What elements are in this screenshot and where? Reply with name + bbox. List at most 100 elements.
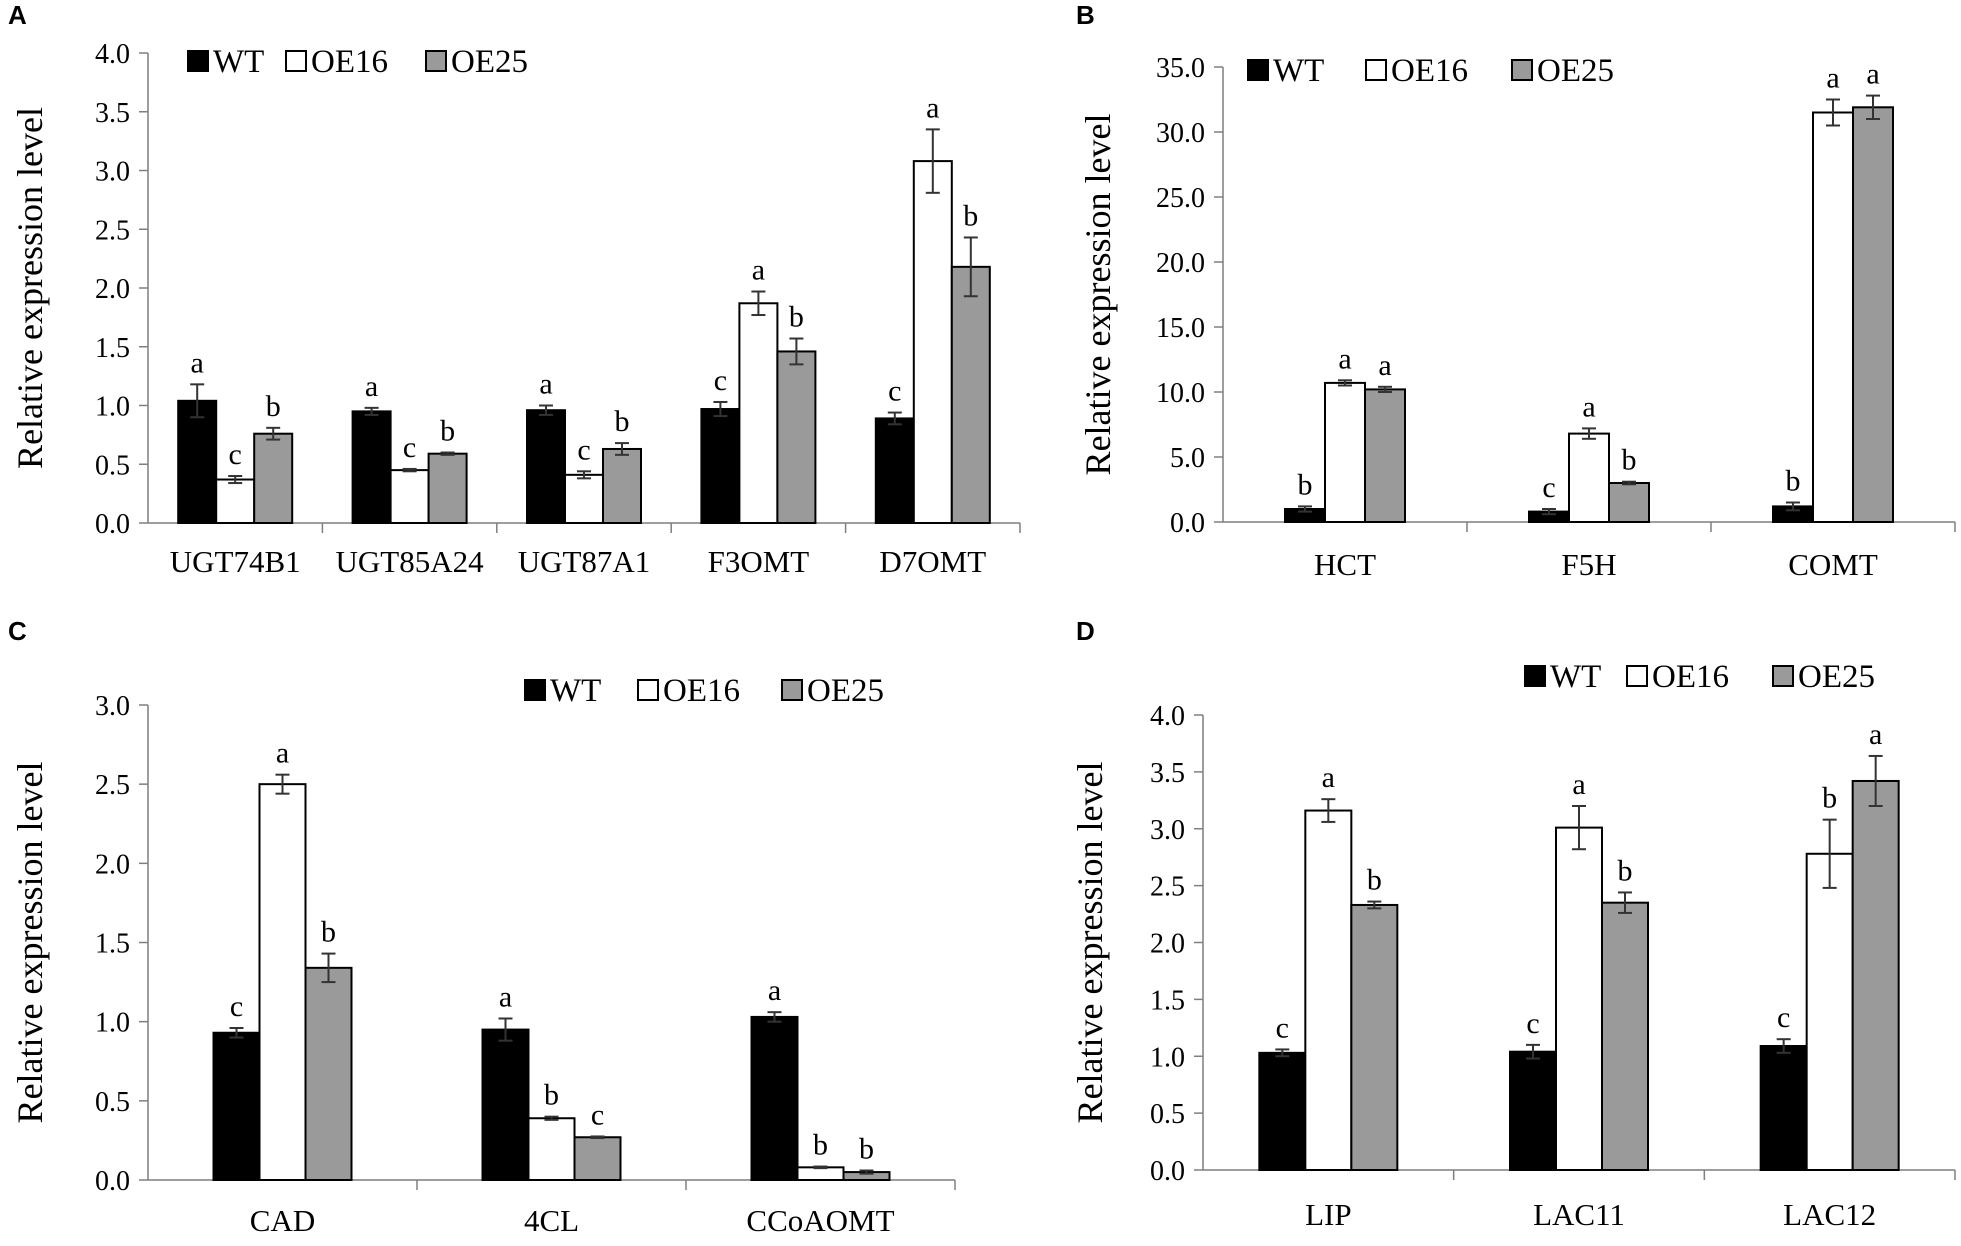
significance-letter: a [499, 981, 512, 1014]
category-label: F5H [1561, 547, 1616, 582]
category-label: F3OMT [708, 544, 810, 579]
y-tick-label: 1.5 [95, 929, 130, 960]
legend-swatch-oe25 [1511, 59, 1533, 81]
bar-oe25 [1601, 901, 1649, 1171]
legend-label: WT [1273, 53, 1324, 89]
significance-letter: a [1826, 62, 1839, 95]
panel-label: B [1076, 0, 1095, 30]
significance-letter: b [440, 415, 455, 448]
significance-letter: b [1786, 465, 1801, 498]
significance-letter: b [813, 1129, 828, 1162]
y-tick-label: 2.0 [1150, 929, 1185, 960]
legend-swatch-wt [524, 679, 546, 701]
category-label: LAC12 [1783, 1197, 1876, 1232]
category-label: CCoAOMT [746, 1203, 894, 1238]
y-axis-title: Relative expression level [10, 107, 50, 469]
category-label: HCT [1314, 547, 1376, 582]
category-label: D7OMT [879, 544, 986, 579]
significance-letter: c [1276, 1011, 1289, 1044]
bar-oe25 [1852, 106, 1894, 524]
y-tick-label: 30.0 [1156, 118, 1205, 149]
significance-letter: c [403, 431, 416, 464]
y-tick-label: 0.5 [1150, 1099, 1185, 1130]
legend-swatch-oe25 [425, 50, 447, 72]
bar-wt [212, 1031, 261, 1181]
significance-letter: c [230, 990, 243, 1023]
significance-letter: b [1622, 444, 1637, 477]
significance-letter: a [926, 91, 939, 124]
bar-oe16 [1812, 111, 1854, 523]
significance-letter: c [229, 438, 242, 471]
y-tick-label: 1.0 [95, 1008, 130, 1039]
y-tick-label: 1.5 [1150, 985, 1185, 1016]
y-tick-label: 5.0 [1170, 443, 1205, 474]
y-tick-label: 0.5 [95, 450, 130, 481]
legend-label: WT [550, 673, 601, 709]
significance-letter: c [714, 364, 727, 397]
bar-wt [481, 1028, 530, 1182]
category-label: 4CL [524, 1203, 579, 1238]
significance-letter: a [1378, 349, 1391, 382]
significance-letter: b [1618, 854, 1633, 887]
y-tick-label: 4.0 [1150, 701, 1185, 732]
y-axis-title: Relative expression level [1070, 762, 1110, 1124]
legend-label: OE25 [807, 673, 884, 709]
y-axis-title: Relative expression level [10, 762, 50, 1124]
legend: WT OE16 OE25 [187, 44, 528, 80]
legend-swatch-wt [187, 50, 209, 72]
panel-D: D 0.0 0.5 1.0 1.5 2.0 2.5 3.0 3.5 4.0 Relative exp… [1070, 616, 1956, 1232]
y-tick-label: 0.5 [95, 1087, 130, 1118]
bar-oe16 [738, 302, 779, 524]
significance-letter: a [1869, 718, 1882, 751]
y-tick-label: 2.5 [95, 770, 130, 801]
panel-C: C 0.0 0.5 1.0 1.5 2.0 2.5 3.0 Relative expressio… [8, 616, 956, 1238]
bar-wt [1258, 1051, 1307, 1172]
y-tick-label: 3.0 [95, 157, 130, 188]
panel-A: A 0.0 0.5 1.0 1.5 2.0 2.5 3.0 3.5 4.0 Relative exp… [8, 0, 1021, 579]
legend: WT OE16 OE25 [1524, 659, 1875, 695]
bar-oe25 [602, 447, 642, 525]
bar-oe16 [1304, 809, 1353, 1171]
legend-label: OE25 [1798, 659, 1875, 695]
panel-label: D [1076, 616, 1095, 646]
significance-letter: b [1822, 782, 1837, 815]
y-tick-label: 4.0 [95, 39, 130, 70]
significance-letter: a [191, 346, 204, 379]
significance-letter: a [1866, 58, 1879, 91]
significance-letter: a [768, 974, 781, 1007]
significance-letter: a [752, 254, 765, 287]
significance-letter: c [591, 1098, 604, 1131]
bar-wt [526, 409, 566, 525]
bar-oe16 [258, 783, 307, 1182]
y-tick-label: 3.0 [1150, 815, 1185, 846]
legend-label: OE25 [451, 44, 528, 80]
y-tick-label: 1.0 [95, 392, 130, 423]
y-tick-label: 25.0 [1156, 183, 1205, 214]
y-tick-label: 0.0 [1150, 1156, 1185, 1187]
significance-letter: b [859, 1133, 874, 1166]
legend-label: OE25 [1537, 53, 1614, 89]
bar-oe25 [1364, 388, 1406, 523]
y-tick-label: 2.5 [1150, 872, 1185, 903]
bar-oe25 [253, 432, 294, 525]
bar-wt [700, 408, 741, 524]
bar-oe25 [427, 452, 468, 524]
bar-oe25 [573, 1136, 622, 1181]
significance-letter: c [1542, 471, 1555, 504]
y-tick-label: 1.5 [95, 333, 130, 364]
panel-B: B 0.0 5.0 10.0 15.0 20.0 25.0 30.0 35.0 Relative … [1076, 0, 1956, 582]
significance-letter: a [276, 737, 289, 770]
panel-label: C [8, 616, 27, 646]
category-label: UGT87A1 [518, 544, 651, 579]
y-tick-label: 3.5 [1150, 758, 1185, 789]
legend-swatch-oe16 [637, 679, 659, 701]
legend: WT OE16 OE25 [524, 673, 884, 709]
legend: WT OE16 OE25 [1247, 53, 1614, 89]
y-tick-label: 2.0 [95, 274, 130, 305]
y-tick-label: 1.0 [1150, 1042, 1185, 1073]
significance-letter: b [1367, 864, 1382, 897]
legend-label: WT [213, 44, 264, 80]
bar-oe25 [776, 350, 817, 525]
category-label: COMT [1788, 547, 1878, 582]
